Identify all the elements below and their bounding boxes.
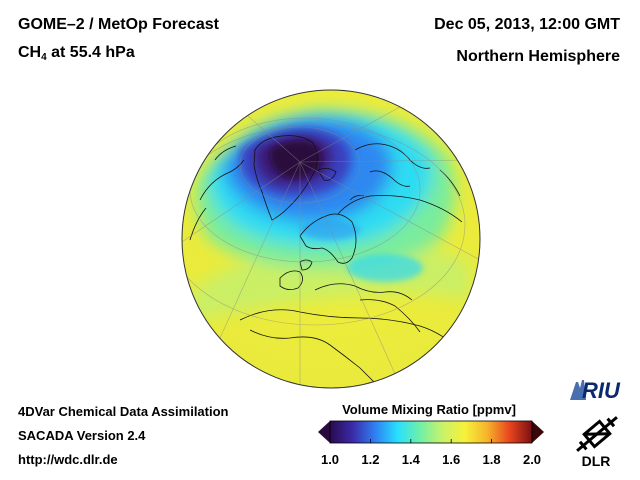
species-main: CH: [18, 44, 42, 61]
footer-url: http://wdc.dlr.de: [18, 452, 118, 467]
colorbar: [318, 420, 544, 444]
colorbar-tick-label: 1.8: [482, 452, 501, 467]
graticule: [182, 95, 480, 388]
region-name: Northern Hemisphere: [456, 48, 620, 65]
coastlines: [189, 135, 463, 388]
riu-logo: RIU: [570, 378, 621, 403]
colorbar-tick-label: 1.4: [401, 452, 420, 467]
colorbar-tick-label: 1.2: [361, 452, 380, 467]
forecast-date: Dec 05, 2013, 12:00 GMT: [434, 16, 620, 33]
colorbar-gradient: [330, 421, 532, 443]
footer-version: SACADA Version 2.4: [18, 428, 146, 443]
dlr-logo-text: DLR: [582, 453, 611, 469]
colorbar-tick-label: 2.0: [522, 452, 542, 467]
colorbar-under-arrow: [318, 421, 330, 443]
colorbar-tick-label: 1.6: [442, 452, 461, 467]
species-pressure: at 55.4 hPa: [46, 44, 135, 61]
title-line-1: GOME–2 / MetOp Forecast: [18, 16, 219, 33]
colorbar-title: Volume Mixing Ratio [ppmv]: [342, 402, 516, 417]
colorbar-tickmarks: [329, 439, 533, 443]
footer-method: 4DVar Chemical Data Assimilation: [18, 404, 229, 419]
title-line-2: CH4 at 55.4 hPa: [18, 44, 135, 63]
colorbar-over-arrow: [532, 421, 544, 443]
riu-logo-text: RIU: [582, 378, 621, 403]
colorbar-tick-label: 1.0: [320, 452, 340, 467]
species-subscript: 4: [41, 52, 47, 63]
dlr-logo: DLR: [576, 416, 618, 469]
